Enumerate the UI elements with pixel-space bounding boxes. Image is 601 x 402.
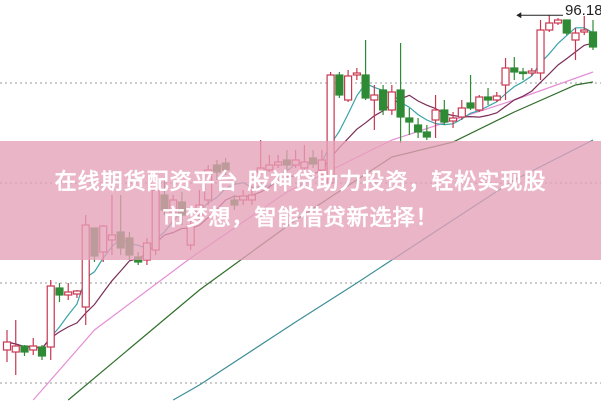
banner-line-2: 市梦想，智能借贷新选择！ (162, 205, 439, 231)
candle-down (405, 117, 414, 123)
candle-up (352, 72, 361, 76)
candle-down (588, 31, 598, 48)
candle-down (37, 346, 47, 357)
max-annotation-arrow-icon (516, 12, 522, 19)
candle-up (431, 109, 440, 121)
candle-up (536, 29, 545, 74)
candle-up (387, 91, 396, 111)
candle-up (29, 345, 38, 351)
candle-down (55, 287, 64, 296)
candle-down (466, 102, 475, 109)
candle-up (492, 95, 501, 101)
candle-down (483, 96, 493, 101)
candle-up (501, 67, 510, 86)
candle-down (396, 89, 405, 118)
ad-banner[interactable]: 在线期货配资平台 股神贷助力投资，轻松实现股 市梦想，智能借贷新选择！ (0, 141, 601, 260)
candle-down (413, 124, 423, 133)
candle-up (448, 117, 458, 122)
candle-down (378, 89, 388, 111)
candle-up (64, 291, 73, 296)
candle-up (527, 70, 536, 74)
candle-down (510, 67, 519, 73)
candle-up (457, 107, 466, 118)
candle-up (553, 19, 563, 24)
candle-up (344, 75, 353, 101)
candle-down (518, 71, 528, 75)
candle-up (580, 29, 589, 33)
candle-down (562, 19, 571, 34)
max-price-label: 96.18 (565, 2, 601, 19)
candle-down (440, 109, 449, 123)
candle-up (2, 341, 12, 351)
candle-up (11, 345, 20, 353)
candle-up (72, 290, 82, 295)
candle-up (571, 32, 580, 41)
candle-up (475, 96, 484, 111)
candle-up (46, 285, 55, 348)
candle-down (20, 345, 29, 353)
banner-line-1: 在线期货配资平台 股神贷助力投资，轻松实现股 (54, 169, 547, 195)
candle-down (335, 74, 344, 96)
candle-down (422, 131, 431, 138)
candle-up (370, 94, 379, 101)
candle-down (361, 74, 370, 99)
candle-up (545, 22, 554, 31)
